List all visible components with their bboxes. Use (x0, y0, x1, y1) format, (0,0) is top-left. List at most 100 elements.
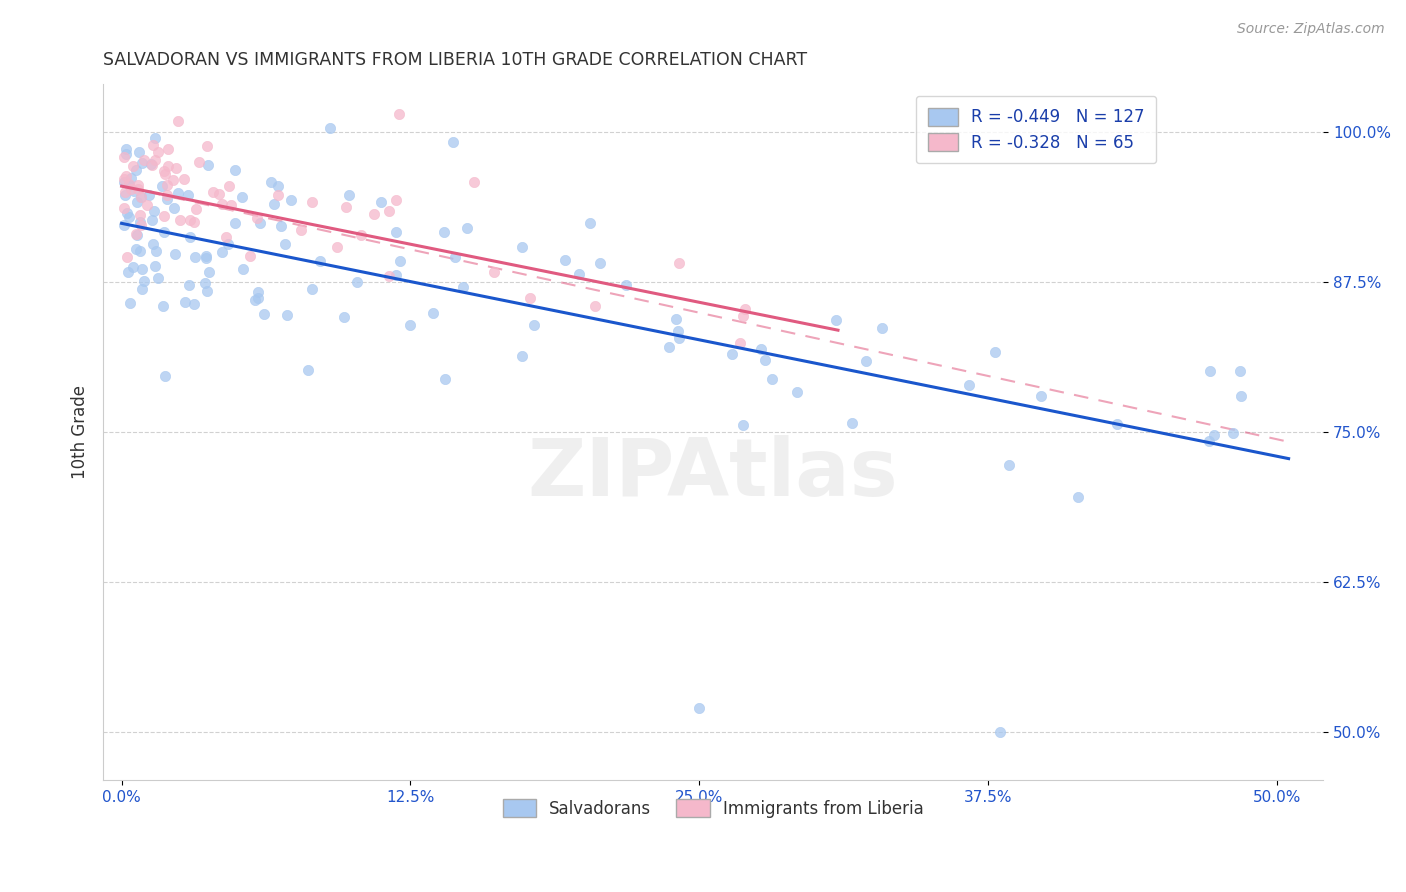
Point (156, 192, 179, 206)
Point (143, 131, 166, 145)
Point (179, 213, 201, 227)
Point (124, 242, 146, 256)
Point (399, 318, 422, 333)
Point (194, 251, 217, 265)
Point (132, 274, 155, 288)
Point (129, 219, 152, 233)
Point (112, 201, 135, 215)
Point (129, 214, 152, 228)
Point (824, 313, 846, 327)
Point (198, 265, 221, 279)
Point (666, 324, 689, 338)
Point (218, 179, 240, 194)
Point (208, 187, 231, 202)
Point (870, 320, 893, 334)
Point (388, 107, 411, 121)
Point (145, 244, 167, 259)
Point (211, 245, 233, 260)
Point (131, 262, 153, 277)
Point (124, 162, 146, 177)
Point (139, 156, 162, 170)
Point (173, 172, 195, 186)
Point (121, 160, 143, 174)
Point (138, 188, 160, 202)
Point (131, 156, 153, 170)
Point (114, 188, 136, 202)
Point (118, 177, 141, 191)
Point (202, 185, 225, 199)
Point (554, 252, 576, 267)
Point (325, 240, 347, 254)
Point (384, 225, 406, 239)
Point (522, 318, 544, 332)
Point (1230, 389, 1253, 403)
Point (337, 187, 360, 202)
Point (274, 237, 297, 252)
Point (115, 169, 138, 183)
Point (301, 194, 323, 209)
Point (319, 121, 342, 136)
Point (1107, 417, 1129, 431)
Point (731, 310, 754, 324)
Point (385, 268, 408, 282)
Point (195, 285, 218, 299)
Point (165, 161, 187, 175)
Y-axis label: 10th Grade: 10th Grade (72, 385, 89, 479)
Point (1029, 389, 1052, 403)
Point (253, 307, 276, 321)
Point (120, 296, 142, 310)
Point (183, 296, 205, 310)
Point (127, 178, 149, 193)
Point (988, 725, 1011, 739)
Point (249, 216, 271, 230)
Point (163, 201, 186, 215)
Point (583, 299, 606, 313)
Point (350, 227, 373, 242)
Point (614, 278, 637, 293)
Point (578, 215, 600, 229)
Point (127, 182, 149, 196)
Point (957, 377, 980, 392)
Point (519, 291, 541, 305)
Point (276, 308, 298, 322)
Point (1198, 434, 1220, 449)
Point (688, 701, 710, 715)
Point (441, 136, 464, 150)
Point (658, 340, 681, 354)
Point (152, 225, 174, 239)
Point (156, 142, 179, 156)
Point (162, 173, 184, 187)
Point (246, 211, 269, 225)
Point (243, 293, 266, 308)
Point (749, 343, 772, 357)
Point (143, 259, 166, 273)
Point (122, 184, 145, 198)
Point (332, 310, 354, 325)
Point (1199, 364, 1222, 378)
Point (211, 196, 233, 211)
Point (433, 225, 456, 239)
Point (146, 145, 169, 159)
Point (129, 244, 152, 258)
Point (173, 295, 195, 310)
Point (668, 330, 690, 344)
Point (239, 249, 262, 263)
Point (143, 153, 166, 168)
Point (115, 143, 138, 157)
Point (434, 372, 457, 386)
Point (153, 164, 176, 178)
Point (730, 335, 752, 350)
Point (301, 282, 323, 296)
Point (152, 178, 174, 193)
Point (1229, 364, 1251, 378)
Point (124, 227, 146, 241)
Point (786, 385, 808, 400)
Point (118, 210, 141, 224)
Point (731, 417, 754, 432)
Point (422, 306, 444, 320)
Point (112, 172, 135, 186)
Point (219, 197, 242, 211)
Point (179, 277, 201, 292)
Point (177, 188, 200, 202)
Point (141, 213, 163, 227)
